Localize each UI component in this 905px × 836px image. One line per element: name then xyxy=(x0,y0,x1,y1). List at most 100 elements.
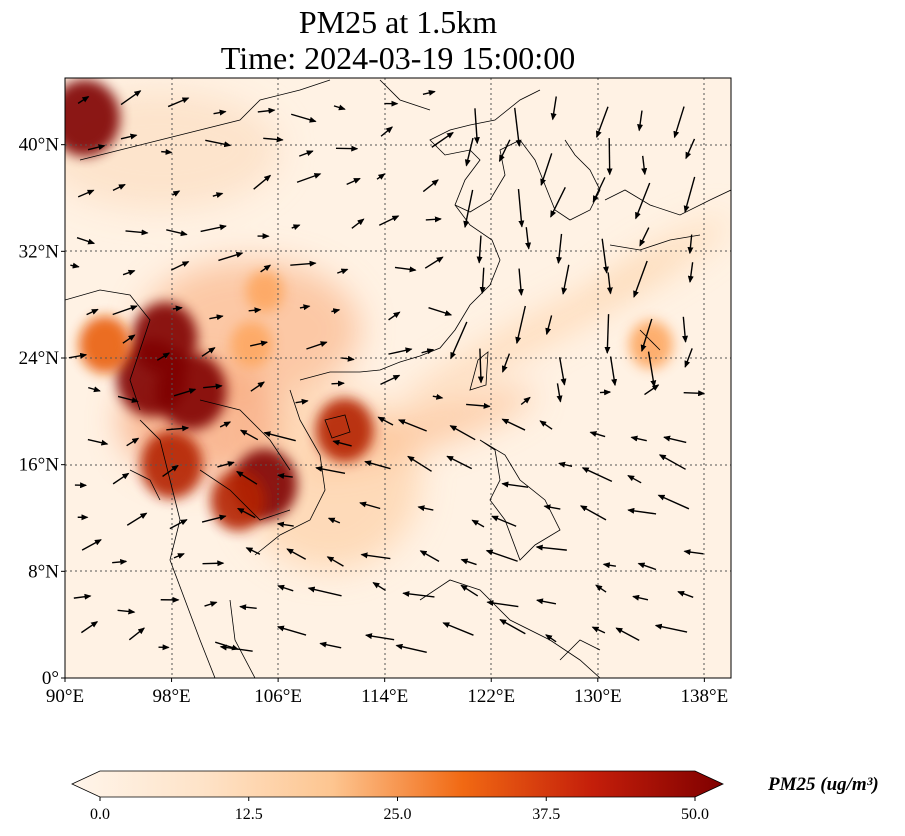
colorbar-ticks: 0.0 12.5 25.0 37.5 50.0 xyxy=(90,797,709,823)
wind-arrow-151 xyxy=(126,512,148,526)
wind-arrow-63 xyxy=(218,251,244,262)
wind-arrow-10 xyxy=(514,107,522,147)
wind-arrow-30 xyxy=(77,189,95,198)
wind-arrow-88 xyxy=(640,318,653,352)
hotspot-10 xyxy=(245,270,284,313)
wind-arrow-97 xyxy=(388,347,413,355)
wind-arrow-206 xyxy=(545,634,557,643)
map-frame xyxy=(64,77,732,679)
wind-arrow-189 xyxy=(460,584,479,597)
wind-arrow-37 xyxy=(376,173,386,180)
wind-arrow-9 xyxy=(473,108,480,145)
lon-tick-label-3: 114°E xyxy=(361,686,408,707)
wind-arrow-94 xyxy=(249,340,269,347)
wind-arrow-95 xyxy=(306,341,328,350)
wind-arrow-92 xyxy=(156,352,171,361)
wind-arrow-75 xyxy=(86,308,99,316)
wind-arrow-193 xyxy=(632,594,649,601)
wind-arrow-81 xyxy=(331,308,341,315)
hotspot-11 xyxy=(629,320,674,369)
wind-arrow-103 xyxy=(647,351,657,388)
wind-arrow-174 xyxy=(460,558,477,566)
wind-arrow-160 xyxy=(491,515,517,527)
lat-tick-label-4: 32°N xyxy=(19,241,60,262)
wind-arrow-115 xyxy=(520,396,531,406)
wind-arrow-90 xyxy=(68,352,88,359)
wind-arrow-39 xyxy=(463,189,474,229)
wind-arrow-13 xyxy=(637,110,644,132)
wind-arrow-116 xyxy=(556,383,563,403)
wind-arrow-65 xyxy=(290,260,317,267)
wind-arrow-45 xyxy=(76,237,96,245)
wind-arrow-68 xyxy=(424,256,444,269)
wind-arrow-101 xyxy=(558,357,567,386)
wind-arrow-96 xyxy=(341,355,355,362)
wind-arrow-207 xyxy=(591,626,606,634)
wind-arrow-169 xyxy=(245,547,261,555)
colorbar-tick-label-2: 25.0 xyxy=(384,806,412,823)
wind-arrow-164 xyxy=(657,494,690,510)
wind-arrow-146 xyxy=(558,461,573,468)
wind-arrow-66 xyxy=(337,268,349,275)
wind-arrow-41 xyxy=(550,187,566,218)
wind-arrow-38 xyxy=(422,179,439,193)
wind-arrow-107 xyxy=(173,388,197,397)
wind-arrow-67 xyxy=(394,266,417,273)
wind-arrow-127 xyxy=(377,416,394,426)
wind-arrow-1 xyxy=(120,90,142,106)
wind-arrow-22 xyxy=(380,126,393,137)
wind-arrow-195 xyxy=(80,621,99,634)
wind-arrow-141 xyxy=(315,466,346,475)
wind-arrow-149 xyxy=(658,454,686,470)
wind-arrow-98 xyxy=(421,348,435,355)
wind-arrow-99 xyxy=(477,348,484,384)
wind-arrow-53 xyxy=(425,216,442,223)
wind-arrow-80 xyxy=(299,304,311,311)
wind-arrow-172 xyxy=(360,552,391,560)
wind-arrow-126 xyxy=(332,439,352,447)
wind-arrow-35 xyxy=(296,173,322,183)
wind-arrow-201 xyxy=(319,641,342,649)
wind-arrow-56 xyxy=(556,233,563,265)
wind-arrow-175 xyxy=(485,549,518,562)
wind-arrow-156 xyxy=(327,517,341,524)
wind-arrow-129 xyxy=(449,425,476,441)
wind-arrow-194 xyxy=(677,590,694,598)
wind-arrow-12 xyxy=(596,106,609,139)
wind-arrow-89 xyxy=(682,316,689,343)
wind-arrow-202 xyxy=(364,633,395,641)
wind-arrow-48 xyxy=(200,224,227,233)
wind-arrow-165 xyxy=(81,539,102,551)
plot-title: PM25 at 1.5km xyxy=(298,4,498,40)
longitude-ticks: 90°E 98°E 106°E 114°E 122°E 130°E 138°E xyxy=(46,678,728,707)
wind-arrow-24 xyxy=(464,137,474,167)
wind-arrow-188 xyxy=(402,590,435,598)
wind-arrow-180 xyxy=(73,593,92,600)
lon-tick-label-5: 130°E xyxy=(574,686,622,707)
wind-arrow-36 xyxy=(346,177,361,186)
wind-arrow-5 xyxy=(291,113,317,123)
wind-arrow-134 xyxy=(663,435,687,444)
wind-arrow-120 xyxy=(87,438,109,446)
wind-arrow-132 xyxy=(589,431,606,438)
wind-arrow-154 xyxy=(236,507,256,519)
wind-arrow-86 xyxy=(545,315,553,336)
wind-arrow-181 xyxy=(117,608,136,615)
wind-arrow-119 xyxy=(683,390,706,397)
wind-arrow-27 xyxy=(606,138,613,176)
wind-arrow-138 xyxy=(217,461,235,468)
wind-arrow-110 xyxy=(295,398,309,405)
wind-arrow-155 xyxy=(276,521,294,528)
hotspot-9 xyxy=(230,321,273,368)
wind-arrow-185 xyxy=(277,584,294,592)
wind-arrow-153 xyxy=(201,514,227,523)
wind-arrow-83 xyxy=(428,307,453,316)
wind-arrow-77 xyxy=(172,305,183,312)
wind-arrow-121 xyxy=(126,437,140,447)
wind-arrow-171 xyxy=(326,556,344,567)
wind-arrow-23 xyxy=(431,131,454,148)
wind-arrow-19 xyxy=(263,136,284,143)
wind-arrow-179 xyxy=(683,549,704,556)
wind-arrow-106 xyxy=(117,395,139,403)
wind-arrow-11 xyxy=(550,96,557,121)
